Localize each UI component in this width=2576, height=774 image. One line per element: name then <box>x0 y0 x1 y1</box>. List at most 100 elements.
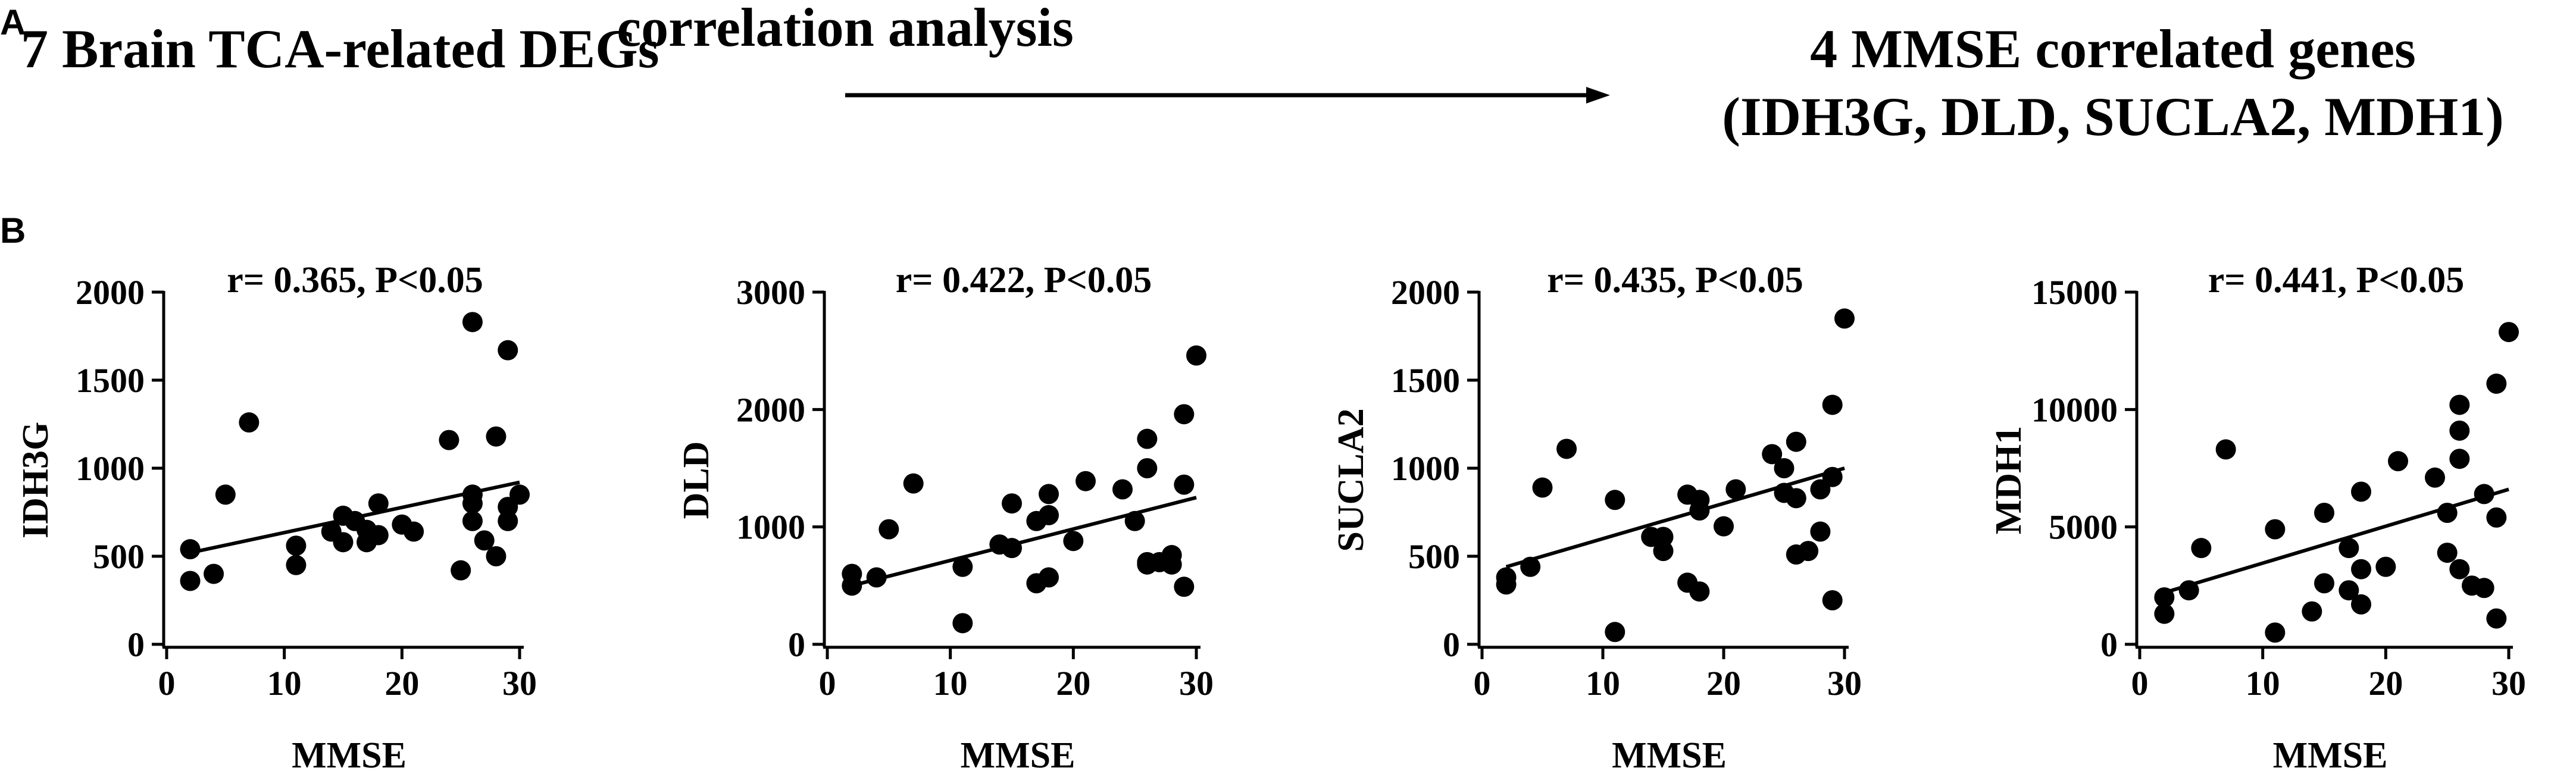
y-tick-label: 2000 <box>76 273 145 312</box>
data-point <box>2449 394 2470 415</box>
x-tick-label: 30 <box>502 664 537 703</box>
x-tick-label: 0 <box>158 664 176 703</box>
data-point <box>2178 580 2199 601</box>
data-point <box>866 567 887 588</box>
x-tick-label: 0 <box>819 664 836 703</box>
data-point <box>1822 590 1843 610</box>
data-point <box>2437 543 2458 563</box>
arrow-label: correlation analysis <box>617 0 1074 58</box>
data-point <box>368 525 389 546</box>
data-point <box>952 556 973 577</box>
data-point <box>2351 559 2371 579</box>
data-point <box>1186 345 1206 366</box>
data-point <box>2388 451 2408 472</box>
data-point <box>1653 527 1674 547</box>
y-tick-label: 500 <box>1408 537 1460 576</box>
data-point <box>2425 467 2445 488</box>
x-tick-label: 0 <box>2131 664 2149 703</box>
y-tick-label: 0 <box>2100 625 2118 664</box>
data-point <box>368 493 389 514</box>
data-point <box>2191 538 2212 559</box>
x-tick-label: 10 <box>267 664 302 703</box>
data-point <box>1689 490 1710 510</box>
x-tick-label: 20 <box>2368 664 2403 703</box>
data-point <box>1714 516 1734 537</box>
data-point <box>2449 559 2470 579</box>
chart-title: r= 0.365, P<0.05 <box>227 260 483 300</box>
x-tick-label: 10 <box>933 664 968 703</box>
data-point <box>1786 431 1806 452</box>
data-point <box>1605 490 1625 510</box>
data-point <box>1532 477 1553 498</box>
data-point <box>2154 603 2175 624</box>
data-point <box>1725 479 1746 500</box>
y-tick-label: 1500 <box>1391 361 1460 400</box>
data-point <box>180 571 201 591</box>
panel-b-letter: B <box>0 211 26 250</box>
x-tick-label: 20 <box>1056 664 1090 703</box>
chart-title: r= 0.422, P<0.05 <box>896 260 1152 300</box>
y-axis-label: IDH3G <box>15 422 56 538</box>
x-axis-label: MMSE <box>292 735 407 774</box>
result-genes-line2: (IDH3G, DLD, SUCLA2, MDH1) <box>1722 86 2504 147</box>
data-point <box>1076 471 1096 491</box>
data-point <box>1689 581 1710 602</box>
data-point <box>2339 580 2359 601</box>
source-genes-text: 7 Brain TCA-related DEGs <box>21 18 659 79</box>
data-point <box>498 340 518 361</box>
x-axis-label: MMSE <box>961 735 1076 774</box>
data-point <box>1161 554 1182 575</box>
data-point <box>2486 608 2507 629</box>
data-point <box>180 539 201 560</box>
data-point <box>1798 541 1819 562</box>
data-point <box>2486 373 2507 394</box>
data-point <box>2474 578 2494 598</box>
x-tick-label: 30 <box>1827 664 1862 703</box>
y-tick-label: 1000 <box>76 449 145 488</box>
data-point <box>462 312 483 333</box>
panel-a-letter: A <box>0 2 26 42</box>
data-point <box>1137 458 1158 478</box>
data-point <box>2215 439 2236 460</box>
data-point <box>1822 466 1843 487</box>
data-point <box>286 554 307 575</box>
data-point <box>952 613 973 634</box>
data-point <box>404 521 424 542</box>
data-point <box>1174 404 1195 425</box>
data-point <box>1039 567 1059 588</box>
data-point <box>462 510 483 531</box>
data-point <box>451 560 471 581</box>
y-tick-label: 2000 <box>1391 273 1460 312</box>
y-axis-label: MDH1 <box>1989 426 2029 535</box>
data-point <box>486 426 507 447</box>
data-point <box>2449 449 2470 469</box>
y-tick-label: 10000 <box>2031 390 2118 429</box>
data-point <box>215 484 236 505</box>
data-point <box>1039 484 1059 504</box>
data-point <box>1605 622 1625 643</box>
y-tick-label: 3000 <box>736 273 805 312</box>
data-point <box>2351 594 2371 615</box>
y-tick-label: 2000 <box>736 390 805 429</box>
data-point <box>1039 504 1059 525</box>
data-point <box>2265 622 2286 643</box>
x-tick-label: 20 <box>1706 664 1741 703</box>
data-point <box>286 535 307 556</box>
y-tick-label: 500 <box>93 537 145 576</box>
x-tick-label: 0 <box>1474 664 1491 703</box>
y-axis-label: SUCLA2 <box>1331 408 1371 551</box>
data-point <box>1822 394 1843 415</box>
data-point <box>1124 510 1145 531</box>
data-point <box>1174 576 1195 597</box>
y-tick-label: 0 <box>1443 625 1460 664</box>
y-tick-label: 1000 <box>736 508 805 547</box>
x-axis-label: MMSE <box>2273 735 2388 774</box>
x-tick-label: 10 <box>2246 664 2280 703</box>
x-tick-label: 30 <box>1179 664 1214 703</box>
data-point <box>2265 519 2286 540</box>
x-tick-label: 20 <box>384 664 419 703</box>
data-point <box>439 430 459 450</box>
data-point <box>1002 493 1022 514</box>
data-point <box>239 412 260 433</box>
data-point <box>498 510 518 531</box>
